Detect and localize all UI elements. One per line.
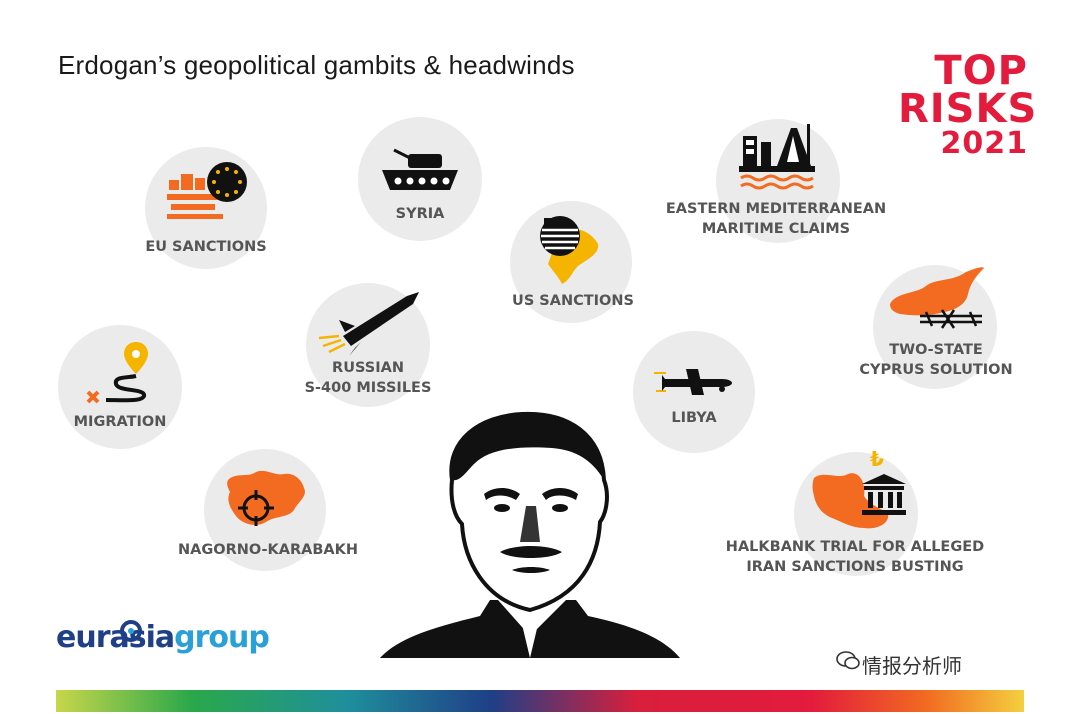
cyprus-barbed-wire-icon: [890, 267, 984, 329]
migration-path-icon: [86, 342, 148, 404]
tank-icon: [382, 148, 458, 190]
page-title: Erdogan’s geopolitical gambits & headwin…: [58, 50, 575, 80]
east-med-circle: [716, 119, 840, 243]
logo-part-group: group: [174, 620, 270, 655]
badge-line-3: 2021: [940, 126, 1028, 161]
erdogan-portrait-illustration: [380, 411, 680, 658]
eu-sanctions-label: EU SANCTIONS: [145, 239, 267, 255]
badge-line-2: RISKS: [898, 86, 1038, 132]
eu-sanctions-icon: [167, 162, 247, 219]
us-flag-turkey-icon: [540, 216, 599, 284]
eurasia-logo-mark-icon: [120, 620, 142, 642]
wechat-icon: [836, 651, 860, 670]
east-med-label: EASTERN MEDITERRANEAN MARITIME CLAIMS: [665, 201, 887, 237]
top-risks-badge: TOP RISKS 2021: [898, 48, 1038, 161]
libya-label: LIBYA: [671, 410, 717, 426]
cyprus-label: TWO-STATE CYPRUS SOLUTION: [859, 342, 1013, 378]
halkbank-label: HALKBANK TRIAL FOR ALLEGED IRAN SANCTION…: [725, 539, 985, 575]
svg-text:₺: ₺: [870, 447, 884, 471]
drone-icon: [654, 369, 732, 395]
drilling-rig-icon: [739, 124, 815, 190]
migration-label: MIGRATION: [73, 414, 167, 430]
watermark-text: 情报分析师: [862, 654, 962, 678]
logo-part-eurasia: eurasia: [56, 620, 175, 655]
eurasia-group-logo: eurasiagroup: [56, 620, 270, 655]
karabakh-label: NAGORNO-KARABAKH: [178, 542, 358, 558]
badge-line-1: TOP: [934, 48, 1028, 94]
us-sanctions-label: US SANCTIONS: [512, 293, 634, 309]
bank-iran-icon: ₺: [812, 447, 906, 529]
karabakh-target-icon: [227, 470, 305, 526]
s400-label: RUSSIAN S-400 MISSILES: [304, 360, 432, 396]
color-band: [56, 690, 1024, 712]
missile-icon: [318, 292, 419, 356]
syria-label: SYRIA: [395, 206, 445, 222]
